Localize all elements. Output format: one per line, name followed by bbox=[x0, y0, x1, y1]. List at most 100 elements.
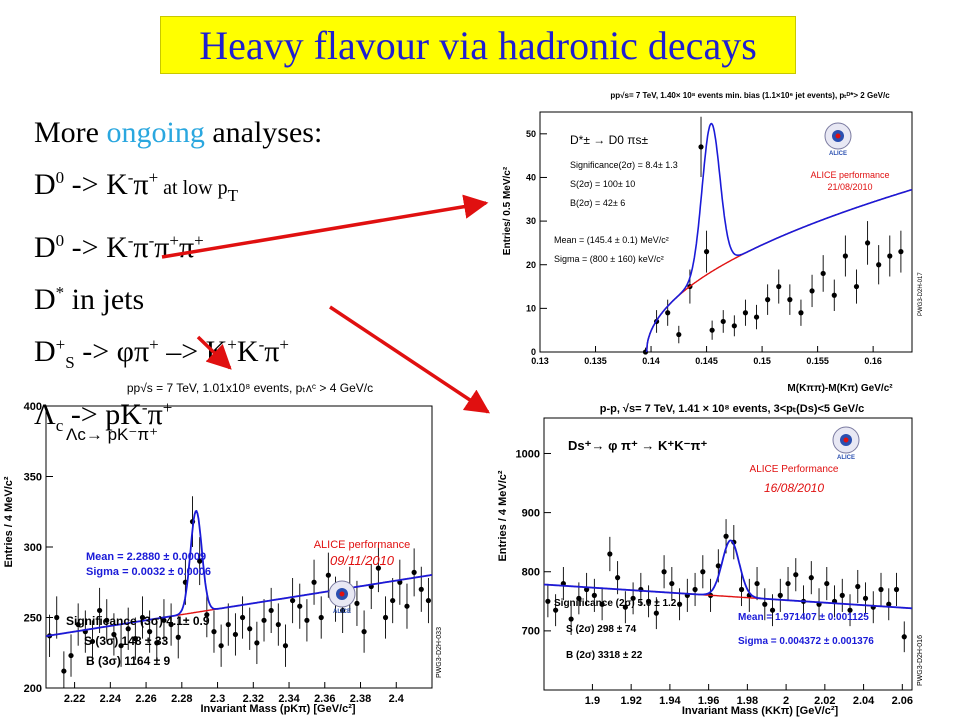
data-point bbox=[425, 597, 432, 604]
signal-count-text: S(2σ) = 100± 10 bbox=[570, 179, 635, 189]
date-label: 16/08/2010 bbox=[764, 481, 824, 495]
data-point bbox=[798, 310, 804, 316]
data-point bbox=[842, 253, 848, 259]
arrow-lambdac bbox=[196, 335, 232, 370]
x-axis-label: M(Kππ)-M(Kπ) GeV/c² bbox=[787, 383, 893, 394]
title-banner: Heavy flavour via hadronic decays bbox=[160, 16, 796, 74]
performance-label: ALICE performance bbox=[314, 539, 411, 551]
data-point bbox=[568, 616, 574, 622]
data-point bbox=[89, 638, 96, 645]
plot-frame bbox=[539, 111, 913, 353]
t: c bbox=[55, 416, 64, 435]
background-count-text: B (3σ) 1164 ± 9 bbox=[86, 654, 170, 668]
data-point bbox=[853, 283, 860, 290]
data-point bbox=[754, 580, 760, 587]
data-point bbox=[622, 604, 628, 610]
data-point bbox=[132, 636, 138, 642]
data-point bbox=[275, 621, 281, 628]
t: D bbox=[34, 168, 56, 201]
t: + bbox=[227, 335, 237, 354]
mean-text: Mean = 1.971407 ± 0.001125 bbox=[738, 612, 869, 623]
data-point bbox=[715, 563, 721, 569]
data-point bbox=[762, 601, 768, 607]
y-tick-label: 40 bbox=[526, 173, 536, 183]
data-point bbox=[607, 551, 613, 557]
dstar-spectrum-chart: pp√s= 7 TeV, 1.40× 10⁸ events min. bias … bbox=[502, 91, 924, 394]
x-tick-label: 2.3 bbox=[210, 693, 225, 705]
signal-count-text: S (2σ) 298 ± 74 bbox=[566, 624, 637, 635]
x-tick-label: 0.14 bbox=[642, 356, 660, 366]
data-point bbox=[197, 558, 203, 564]
data-point bbox=[876, 262, 882, 268]
t: -> pK bbox=[63, 398, 142, 431]
t: K bbox=[236, 335, 259, 368]
mean-text: Mean = (145.4 ± 0.1) MeV/c² bbox=[554, 235, 669, 245]
signal-fit-line bbox=[645, 122, 913, 353]
x-tick-label: 0.155 bbox=[806, 356, 829, 366]
x-axis-label: Invariant Mass (pKπ) [GeV/c²] bbox=[200, 703, 355, 715]
data-point bbox=[382, 614, 389, 621]
data-point bbox=[304, 617, 310, 623]
y-axis-label: Entries / 4 MeV/c² bbox=[3, 476, 15, 567]
data-point bbox=[354, 600, 360, 606]
data-point bbox=[139, 614, 146, 621]
x-tick-label: 2.22 bbox=[64, 693, 85, 705]
data-point bbox=[97, 607, 103, 614]
data-point bbox=[297, 603, 303, 609]
data-point bbox=[68, 652, 74, 659]
intro-text-end: analyses: bbox=[204, 116, 323, 149]
performance-label: ALICE Performance bbox=[750, 464, 839, 475]
sigma-text: Sigma = 0.004372 ± 0.001376 bbox=[738, 636, 874, 647]
date-label: 09/11/2010 bbox=[330, 553, 395, 568]
y-tick-label: 10 bbox=[526, 304, 536, 314]
data-point bbox=[709, 327, 715, 333]
y-tick-label: 1000 bbox=[516, 448, 540, 460]
t: D bbox=[34, 231, 56, 264]
x-tick-label: 2.02 bbox=[814, 695, 835, 707]
y-tick-label: 50 bbox=[526, 129, 536, 139]
t: + bbox=[148, 168, 159, 187]
ds-spectrum-chart: p-p, √s= 7 TeV, 1.41 × 10⁸ events, 3<pₜ(… bbox=[497, 403, 924, 717]
data-point bbox=[545, 598, 551, 604]
y-tick-label: 30 bbox=[526, 216, 536, 226]
t: D bbox=[34, 283, 56, 316]
x-tick-label: 2.4 bbox=[389, 693, 405, 705]
y-tick-label: 0 bbox=[531, 347, 536, 357]
x-tick-label: 2.38 bbox=[350, 693, 371, 705]
data-point bbox=[111, 631, 117, 638]
data-point bbox=[831, 292, 837, 298]
alice-logo-icon: ALICE bbox=[832, 426, 860, 461]
x-tick-label: 2.34 bbox=[278, 693, 300, 705]
t: T bbox=[227, 186, 238, 205]
alice-logo-icon: ALICE bbox=[328, 580, 356, 615]
data-point bbox=[703, 249, 710, 255]
data-points bbox=[46, 496, 432, 688]
background-count-text: B(2σ) = 42± 6 bbox=[570, 198, 625, 208]
decay-label: Ds⁺→ φ π⁺ → K⁺K⁻π⁺ bbox=[568, 438, 707, 453]
data-point bbox=[785, 580, 791, 587]
data-point bbox=[168, 621, 174, 628]
data-point bbox=[864, 240, 871, 246]
data-point bbox=[211, 629, 217, 635]
t: π bbox=[133, 231, 149, 264]
t: π bbox=[179, 231, 195, 264]
background-count-text: B (2σ) 3318 ± 22 bbox=[566, 650, 643, 661]
data-point bbox=[777, 592, 783, 598]
data-point bbox=[599, 601, 605, 607]
y-tick-label: 250 bbox=[24, 612, 42, 624]
sigma-text: Sigma = (800 ± 160) keV/c² bbox=[554, 254, 664, 264]
arrow-dstar bbox=[161, 194, 489, 259]
alice-logo-text: ALICE bbox=[837, 455, 855, 461]
alice-logo-text: ALICE bbox=[333, 609, 351, 615]
x-tick-label: 0.135 bbox=[584, 356, 607, 366]
data-point bbox=[311, 579, 317, 585]
data-point bbox=[793, 572, 799, 578]
page-title: Heavy flavour via hadronic decays bbox=[199, 22, 757, 68]
x-tick-label: 2.36 bbox=[314, 693, 335, 705]
data-point bbox=[125, 626, 131, 632]
t: - bbox=[141, 398, 148, 417]
t: - bbox=[127, 168, 134, 187]
data-point bbox=[753, 314, 760, 320]
data-point bbox=[723, 533, 729, 539]
data-point bbox=[147, 629, 153, 635]
